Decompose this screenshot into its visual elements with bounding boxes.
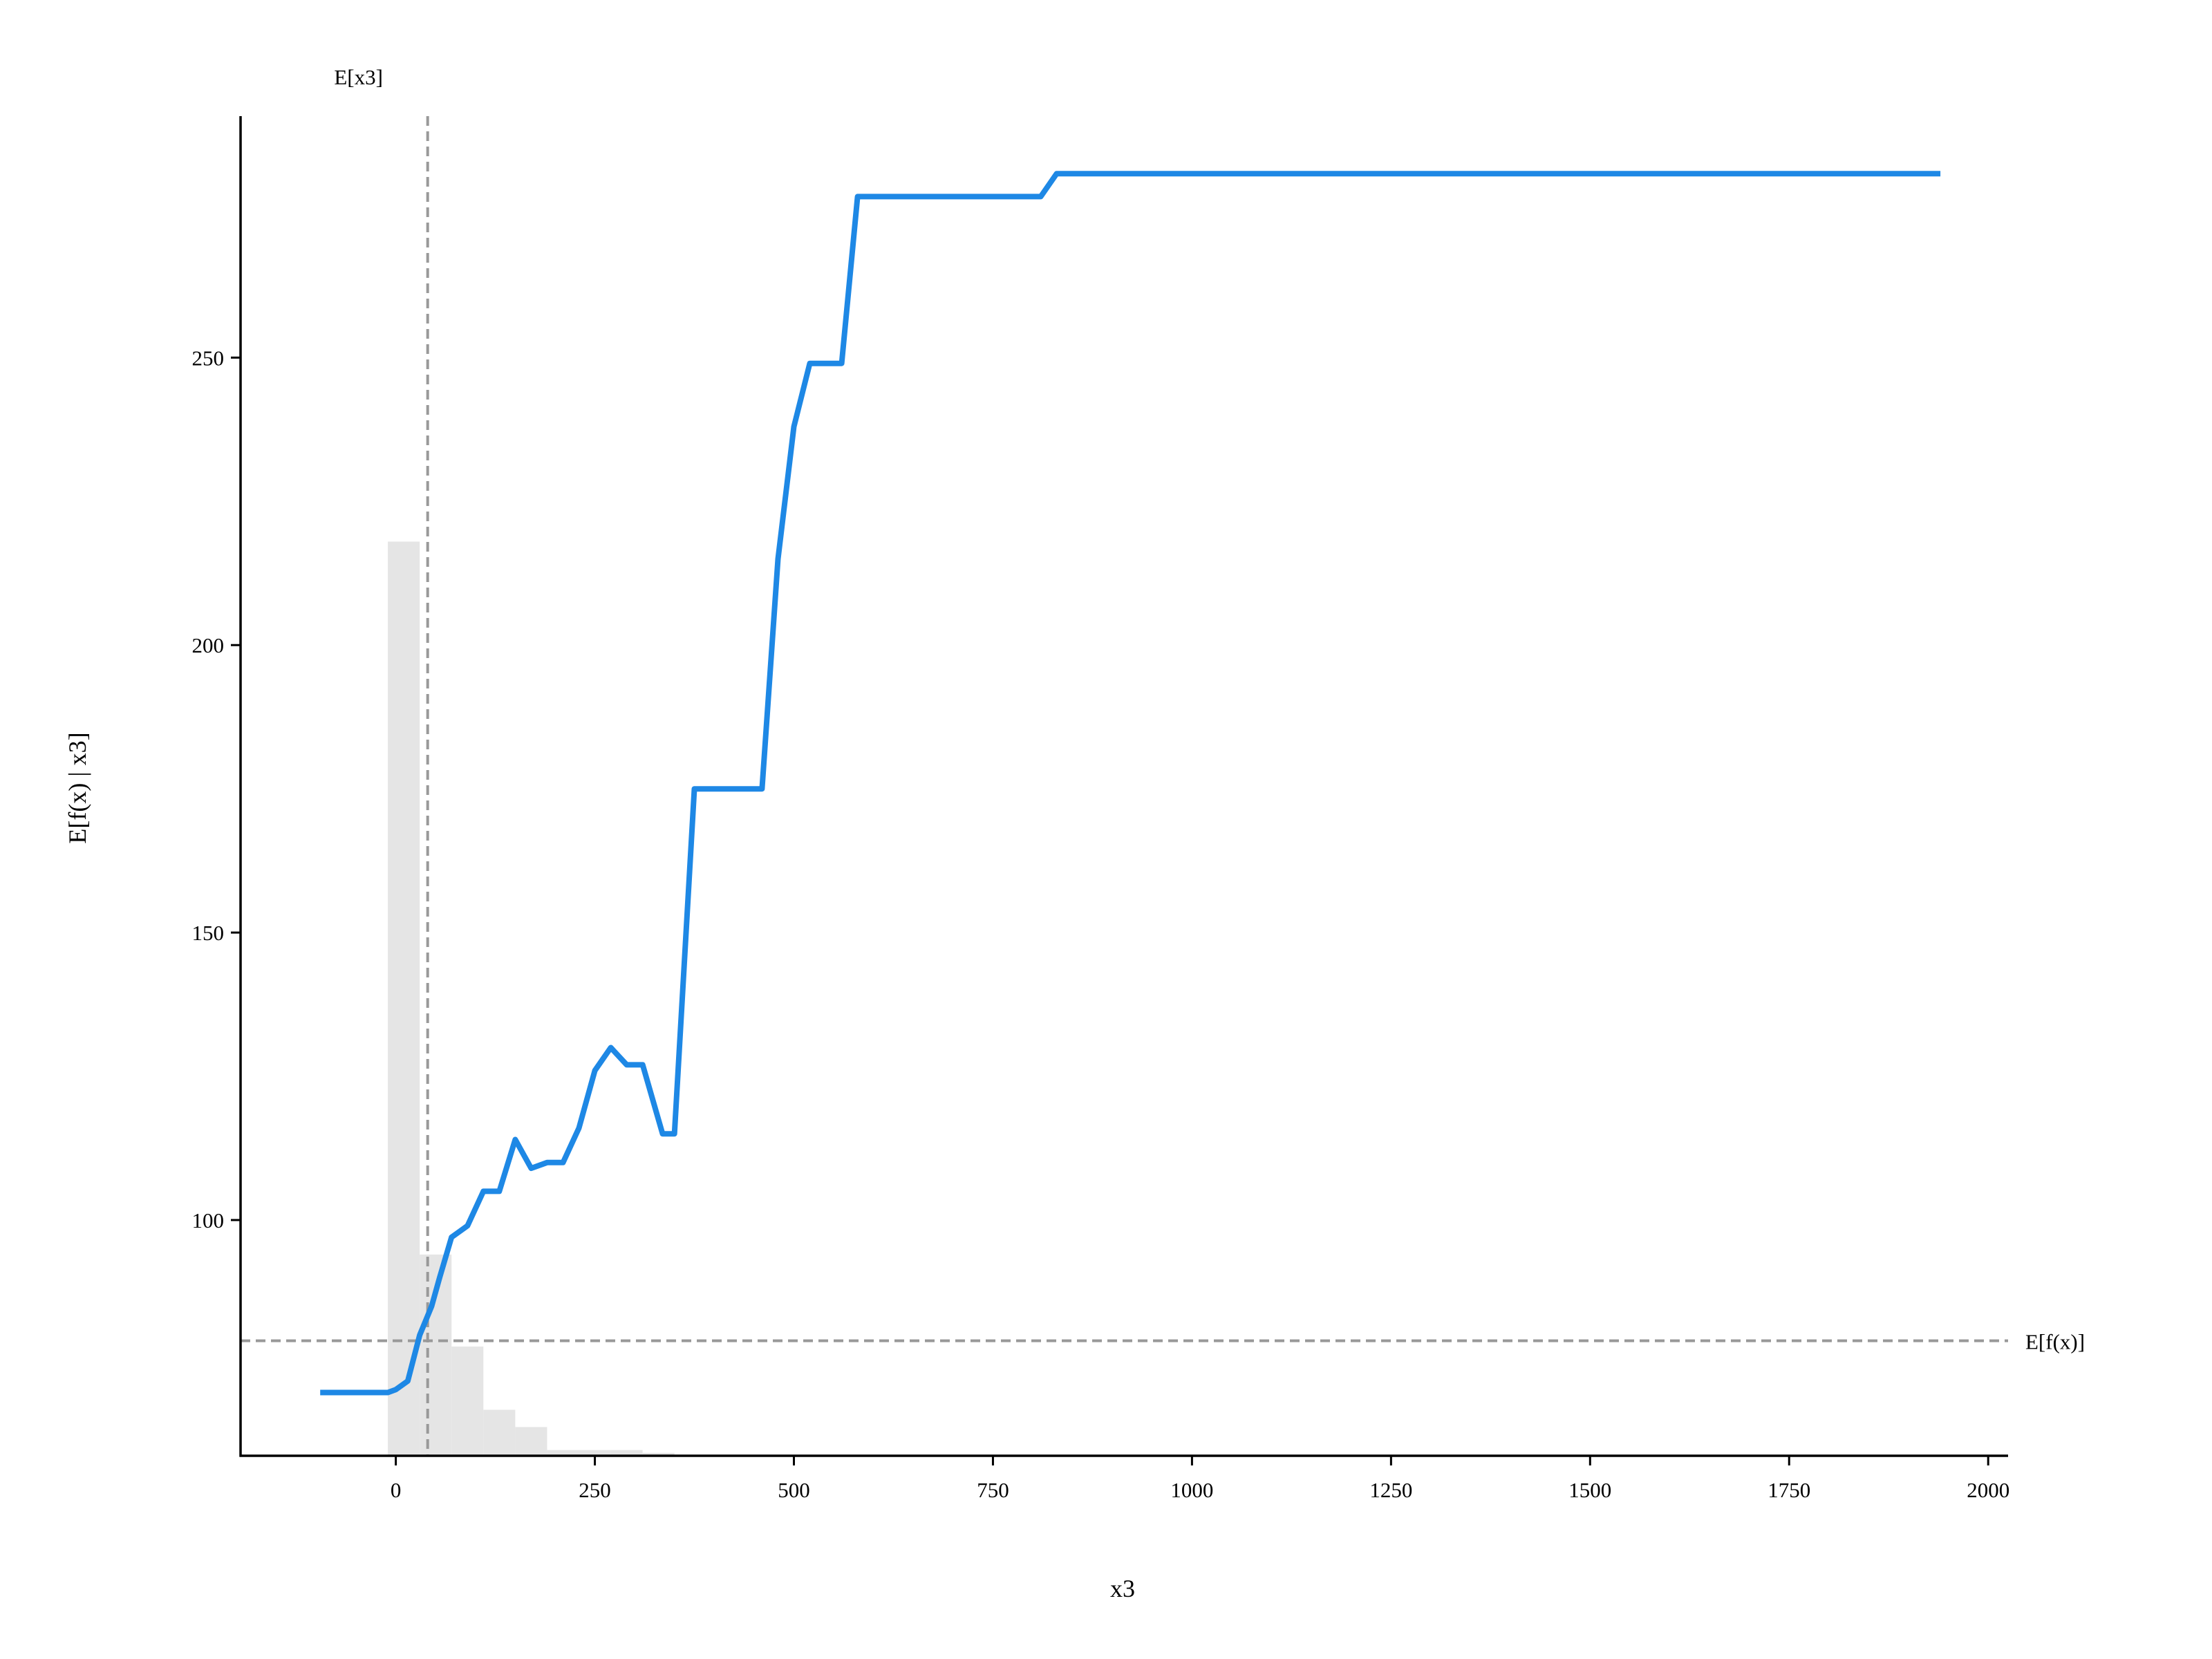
histogram-bar (642, 1452, 675, 1456)
ticks: 0 250 500 750 1000 1250 1500 1750 2000 100 150 200 2… (192, 346, 2010, 1502)
y-tick-label: 100 (192, 1208, 225, 1232)
histogram-bar (388, 541, 420, 1456)
series-layer (320, 171, 1941, 1396)
histogram-bar (579, 1450, 611, 1456)
histogram-bar (483, 1409, 516, 1456)
y-tick-label: 200 (192, 633, 225, 657)
x-tick-label: 750 (977, 1478, 1009, 1502)
y-tick-label: 150 (192, 921, 225, 945)
y-tick-label: 250 (192, 346, 225, 370)
series-line-0 (320, 171, 1941, 1396)
histogram-bar (547, 1450, 579, 1456)
x-tick-label: 1250 (1369, 1478, 1412, 1502)
axes (239, 116, 2008, 1457)
x-axis-title: x3 (1110, 1575, 1135, 1602)
x-tick-label: 500 (778, 1478, 810, 1502)
x-tick-label: 250 (579, 1478, 611, 1502)
hline-label: E[f(x)] (2025, 1330, 2085, 1354)
reference-lines (241, 116, 2008, 1456)
x-tick-label: 1750 (1768, 1478, 1810, 1502)
histogram-bar (515, 1427, 547, 1456)
histogram (388, 541, 675, 1456)
x-tick-label: 2000 (1967, 1478, 2009, 1502)
x-tick-label: 1500 (1568, 1478, 1611, 1502)
histogram-bar (451, 1346, 484, 1456)
y-axis-title: E[f(x) | x3] (64, 732, 91, 843)
x-tick-label: 0 (391, 1478, 402, 1502)
histogram-bar (610, 1450, 643, 1456)
vline-label: E[x3] (334, 65, 383, 89)
x-tick-label: 1000 (1170, 1478, 1213, 1502)
